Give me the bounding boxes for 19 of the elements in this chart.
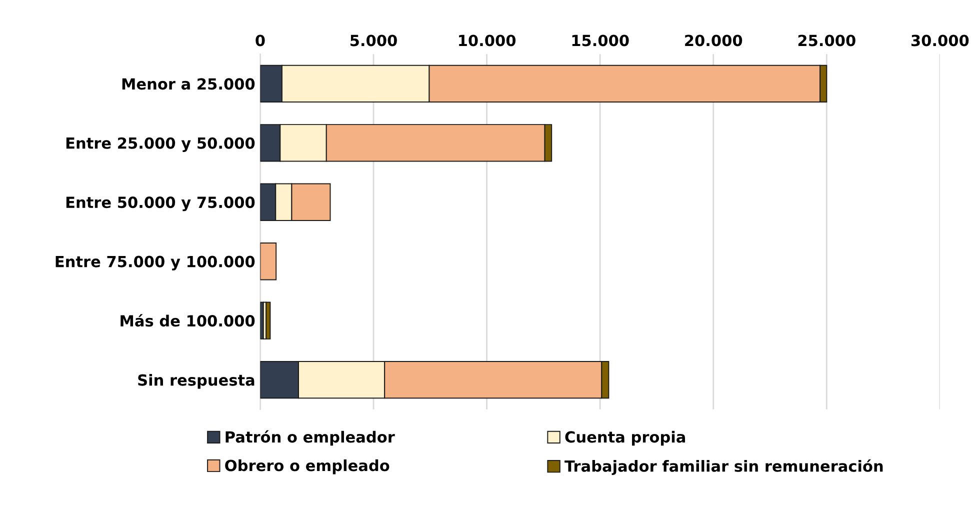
x-tick-label: 20.000 — [685, 34, 742, 46]
y-tick-label: Menor a 25.000 — [122, 78, 255, 90]
x-tick-label: 5.000 — [350, 34, 397, 46]
x-tick-label: 10.000 — [459, 34, 516, 46]
y-tick-label: Entre 75.000 y 100.000 — [56, 256, 255, 270]
bar — [260, 242, 277, 280]
legend-label: Cuenta propia — [565, 430, 685, 446]
x-tick-label: 15.000 — [572, 34, 629, 46]
legend-label: Trabajador familiar sin remuneración — [564, 459, 883, 475]
y-tick-label: Entre 50.000 y 75.000 — [66, 196, 255, 212]
legend-label: Obrero o empleado — [225, 459, 390, 474]
legend-label: Patrón o empleador — [226, 430, 395, 446]
y-tick-label: Entre 25.000 y 50.000 — [66, 137, 255, 152]
bar — [266, 302, 271, 340]
x-tick-label: 30.000 — [911, 34, 969, 46]
y-tick-label: Sin respuesta — [138, 374, 254, 389]
x-tick-label: 25.000 — [798, 34, 856, 46]
x-tick-label: 0 — [256, 34, 265, 46]
y-tick-label: Más de 100.000 — [120, 314, 255, 327]
